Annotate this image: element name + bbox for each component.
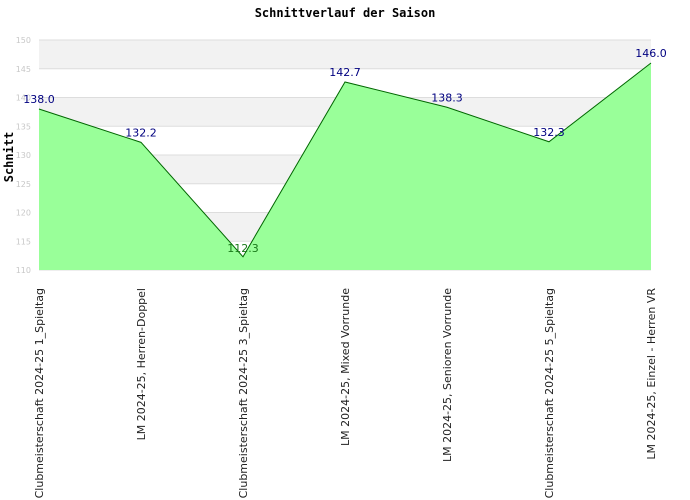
series-area bbox=[39, 63, 651, 270]
x-tick-label: LM 2024-25, Einzel - Herren VR bbox=[645, 288, 658, 460]
x-tick-label: Clubmeisterschaft 2024-25 1_Spieltag bbox=[33, 288, 46, 498]
y-tick-label: 135 bbox=[16, 122, 31, 131]
x-tick-label: LM 2024-25, Mixed Vorrunde bbox=[339, 288, 352, 446]
y-tick-label: 110 bbox=[16, 266, 31, 275]
y-tick-label: 150 bbox=[16, 36, 31, 45]
y-tick-label: 145 bbox=[16, 65, 31, 74]
x-tick-label: LM 2024-25, Herren-Doppel bbox=[135, 288, 148, 440]
x-axis-ticks: Clubmeisterschaft 2024-25 1_Spieltag LM 2… bbox=[33, 288, 658, 499]
data-label: 132.3 bbox=[533, 126, 565, 139]
x-tick-label: Clubmeisterschaft 2024-25 3_Spieltag bbox=[237, 288, 250, 498]
y-tick-label: 115 bbox=[16, 237, 31, 246]
data-label: 146.0 bbox=[635, 47, 667, 60]
data-label: 112.3 bbox=[227, 242, 259, 255]
data-label: 138.0 bbox=[23, 93, 55, 106]
data-label: 138.3 bbox=[431, 91, 463, 104]
y-tick-label: 140 bbox=[16, 94, 31, 103]
y-axis-label: Schnitt bbox=[2, 132, 16, 183]
y-axis-ticks: 110 115 120 125 130 135 140 145 150 bbox=[16, 36, 31, 275]
y-tick-label: 120 bbox=[16, 209, 31, 218]
data-labels: 138.0 132.2 112.3 142.7 138.3 132.3 146.0 bbox=[23, 47, 667, 255]
series-line bbox=[38, 62, 652, 258]
x-tick-label: LM 2024-25, Senioren Vorrunde bbox=[441, 288, 454, 462]
x-tick-label: Clubmeisterschaft 2024-25 5_Spieltag bbox=[543, 288, 556, 498]
chart-title: Schnittverlauf der Saison bbox=[255, 6, 436, 20]
y-tick-label: 125 bbox=[16, 180, 31, 189]
band bbox=[39, 40, 651, 69]
y-tick-label: 130 bbox=[16, 151, 31, 160]
data-label: 142.7 bbox=[329, 66, 361, 79]
data-label: 132.2 bbox=[125, 126, 157, 139]
